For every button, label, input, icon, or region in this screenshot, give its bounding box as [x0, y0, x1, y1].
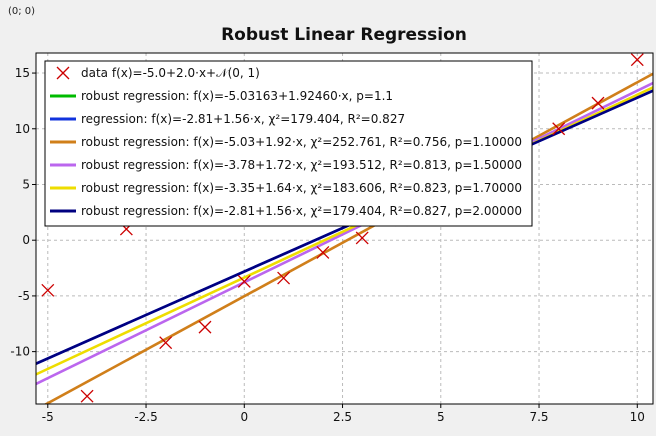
legend-label: robust regression: f(x)=-3.78+1.72·x, χ²…: [81, 158, 522, 172]
data-point-stroke: [80, 389, 94, 403]
coordinate-readout: (0; 0): [8, 6, 36, 17]
y-tick-label: 15: [15, 66, 30, 80]
legend-entry-6: robust regression: f(x)=-2.81+1.56·x, χ²…: [50, 204, 522, 218]
legend-entry-5: robust regression: f(x)=-3.35+1.64·x, χ²…: [50, 181, 522, 195]
data-point: [630, 53, 644, 67]
legend: data f(x)=-5.0+2.0·x+𝒩(0, 1) robust regre…: [44, 60, 533, 227]
data-point: [355, 231, 369, 245]
data-point: [80, 389, 94, 403]
x-axis: -5 -2.5 0 2.5 5 7.5 10: [42, 404, 645, 424]
y-tick-label: 10: [15, 122, 30, 136]
data-point-stroke: [159, 336, 173, 350]
x-tick-label: 0: [240, 410, 248, 424]
data-point-stroke: [552, 122, 566, 136]
data-point: [198, 320, 212, 334]
data-point-stroke: [316, 245, 330, 259]
data-point: [552, 122, 566, 136]
data-point: [316, 245, 330, 259]
legend-label: data f(x)=-5.0+2.0·x+𝒩(0, 1): [81, 66, 260, 80]
legend-entry-3: robust regression: f(x)=-5.03+1.92·x, χ²…: [50, 135, 522, 149]
y-tick-label: 0: [22, 233, 30, 247]
legend-label: regression: f(x)=-2.81+1.56·x, χ²=179.40…: [81, 112, 405, 126]
data-point: [41, 283, 55, 297]
legend-entry-2: regression: f(x)=-2.81+1.56·x, χ²=179.40…: [50, 112, 405, 126]
y-tick-label: 5: [22, 177, 30, 191]
legend-entry-4: robust regression: f(x)=-3.78+1.72·x, χ²…: [50, 158, 522, 172]
data-point-stroke: [237, 274, 251, 288]
data-point-stroke: [198, 320, 212, 334]
legend-label: robust regression: f(x)=-3.35+1.64·x, χ²…: [81, 181, 522, 195]
data-point-stroke: [355, 231, 369, 245]
legend-label: robust regression: f(x)=-5.03163+1.92460…: [81, 89, 393, 103]
x-tick-label: 10: [630, 410, 645, 424]
y-tick-label: -5: [18, 289, 30, 303]
data-point: [277, 271, 291, 285]
legend-box: [44, 60, 533, 227]
x-tick-label: -2.5: [134, 410, 157, 424]
regression-line-3: [43, 72, 653, 404]
regression-line-6: [36, 89, 653, 365]
regression-lines: [36, 72, 653, 404]
legend-entry-data: data f(x)=-5.0+2.0·x+𝒩(0, 1): [56, 66, 260, 80]
y-axis: -10 -5 0 5 10 15: [10, 66, 36, 359]
legend-entry-1: robust regression: f(x)=-5.03163+1.92460…: [50, 89, 393, 103]
plot-frame: [35, 52, 654, 405]
x-tick-label: 7.5: [529, 410, 548, 424]
x-tick-label: 5: [437, 410, 445, 424]
legend-label: robust regression: f(x)=-2.81+1.56·x, χ²…: [81, 204, 522, 218]
data-point-stroke: [630, 53, 644, 67]
legend-label: robust regression: f(x)=-5.03+1.92·x, χ²…: [81, 135, 522, 149]
data-point-stroke: [591, 96, 605, 110]
data-point-stroke: [41, 283, 55, 297]
regression-line-4: [36, 81, 653, 386]
data-point: [159, 336, 173, 350]
x-tick-label: 2.5: [333, 410, 352, 424]
data-point-stroke: [277, 271, 291, 285]
x-tick-label: -5: [42, 410, 54, 424]
legend-marker: [56, 66, 70, 80]
chart-title: Robust Linear Regression: [221, 25, 467, 45]
y-tick-label: -10: [10, 345, 30, 359]
data-point: [237, 274, 251, 288]
data-point: [591, 96, 605, 110]
